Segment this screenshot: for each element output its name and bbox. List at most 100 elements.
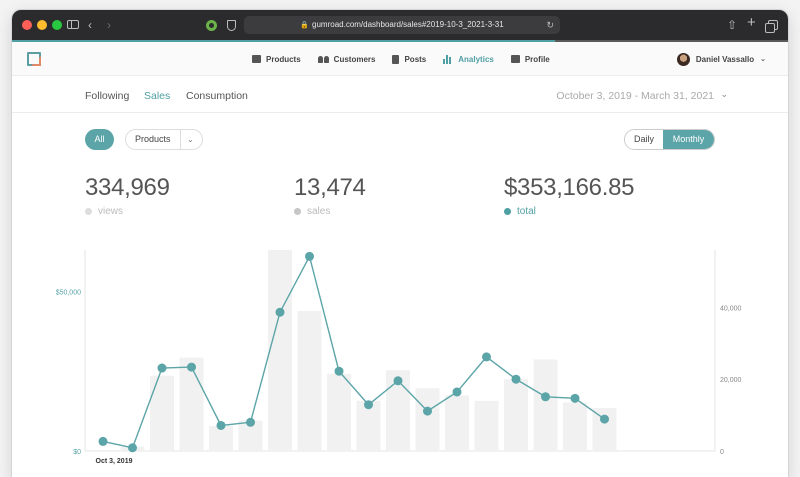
chart-point[interactable] bbox=[570, 393, 580, 403]
sales-chart: $0 $50,000 0 20,000 40,000 Oct 3, 2019 bbox=[56, 250, 742, 465]
all-filter-button[interactable]: All bbox=[85, 129, 114, 150]
stat-total: $353,166.85 total bbox=[504, 174, 634, 217]
chart-bar[interactable] bbox=[179, 357, 204, 451]
x-axis-tick-label: Oct 3, 2019 bbox=[96, 458, 133, 465]
address-url: gumroad.com/dashboard/sales#2019-10-3_20… bbox=[312, 20, 504, 29]
stat-views: 334,969 views bbox=[85, 174, 170, 217]
total-label: total bbox=[517, 206, 536, 217]
total-value: $353,166.85 bbox=[504, 174, 635, 201]
chart-bar[interactable] bbox=[563, 402, 587, 451]
nav-posts-label: Posts bbox=[404, 54, 427, 64]
chart-bar[interactable] bbox=[415, 388, 440, 451]
users-icon bbox=[317, 55, 329, 63]
right-axis-tick-label: 40,000 bbox=[720, 305, 742, 312]
chart-bar[interactable] bbox=[91, 449, 115, 451]
title-bar: ‹ › 🔒 gumroad.com/dashboard/sales#2019-10… bbox=[12, 10, 788, 40]
sales-label: sales bbox=[307, 206, 331, 217]
chart-bar[interactable] bbox=[150, 375, 174, 451]
tab-overview-icon[interactable] bbox=[765, 20, 778, 33]
chart-point[interactable] bbox=[334, 366, 344, 376]
monthly-button[interactable]: Monthly bbox=[663, 130, 714, 149]
chart-point[interactable] bbox=[128, 443, 137, 453]
user-menu[interactable]: Daniel Vassallo ⌄ bbox=[676, 42, 766, 76]
sales-value: 13,474 bbox=[294, 174, 366, 201]
chart-point[interactable] bbox=[98, 436, 108, 446]
sidebar-toggle-icon[interactable] bbox=[67, 20, 79, 29]
reload-icon[interactable]: ↻ bbox=[546, 20, 554, 30]
chart-point[interactable] bbox=[157, 363, 167, 373]
nav-analytics-label: Analytics bbox=[458, 54, 494, 64]
address-bar[interactable]: 🔒 gumroad.com/dashboard/sales#2019-10-3_2… bbox=[244, 16, 560, 34]
user-name: Daniel Vassallo bbox=[695, 54, 755, 64]
chevron-down-icon[interactable]: ⌄ bbox=[720, 89, 728, 99]
left-axis-tick-label: $0 bbox=[73, 449, 81, 456]
products-dropdown-label: Products bbox=[135, 134, 171, 144]
left-axis-tick-label: $50,000 bbox=[56, 289, 81, 296]
main-nav: Products Customers Posts Analytics Profi… bbox=[252, 42, 550, 76]
tab-sales[interactable]: Sales bbox=[144, 90, 171, 102]
chart-bar[interactable] bbox=[297, 311, 322, 451]
gumroad-logo-icon[interactable] bbox=[27, 52, 41, 66]
chart-bar[interactable] bbox=[474, 400, 499, 451]
chart-series-line bbox=[102, 254, 605, 449]
tab-following[interactable]: Following bbox=[85, 90, 130, 102]
privacy-shield-icon[interactable] bbox=[227, 20, 236, 31]
chart-point[interactable] bbox=[600, 414, 609, 424]
products-dropdown[interactable]: Products ⌄ bbox=[125, 129, 203, 150]
nav-customers-label: Customers bbox=[333, 54, 376, 64]
chart-bar[interactable] bbox=[327, 373, 351, 451]
chart-point[interactable] bbox=[452, 387, 462, 397]
nav-products-label: Products bbox=[266, 54, 301, 64]
browser-window: ‹ › 🔒 gumroad.com/dashboard/sales#2019-10… bbox=[12, 10, 788, 477]
chart-point[interactable] bbox=[246, 417, 255, 427]
zoom-window-button[interactable] bbox=[52, 20, 62, 30]
right-axis-tick-label: 20,000 bbox=[720, 377, 742, 384]
avatar bbox=[676, 52, 690, 66]
chart-point[interactable] bbox=[511, 374, 521, 384]
minimize-window-button[interactable] bbox=[37, 20, 47, 30]
chart-bar[interactable] bbox=[533, 359, 558, 451]
analytics-subnav: Following Sales Consumption October 3, 2… bbox=[12, 77, 788, 113]
chevron-down-icon: ⌄ bbox=[187, 135, 194, 144]
chart-bar[interactable] bbox=[209, 425, 233, 451]
chart-bar[interactable] bbox=[445, 395, 469, 451]
chart-point[interactable] bbox=[393, 376, 403, 386]
share-icon[interactable]: ⇧ bbox=[727, 18, 738, 32]
total-legend-dot bbox=[504, 208, 511, 215]
nav-posts[interactable]: Posts bbox=[392, 54, 427, 64]
back-arrow-icon[interactable]: ‹ bbox=[88, 18, 92, 32]
chart-point[interactable] bbox=[305, 251, 314, 261]
nav-profile-label: Profile bbox=[524, 54, 550, 64]
chart-point[interactable] bbox=[541, 392, 550, 402]
views-legend-dot bbox=[85, 208, 92, 215]
nav-analytics[interactable]: Analytics bbox=[443, 54, 494, 64]
bar-chart-icon bbox=[443, 54, 453, 64]
new-tab-icon[interactable]: + bbox=[747, 14, 756, 31]
chart-point[interactable] bbox=[216, 420, 226, 430]
chart-point[interactable] bbox=[364, 400, 373, 410]
views-value: 334,969 bbox=[85, 174, 170, 201]
page-load-progress bbox=[12, 40, 788, 42]
sales-legend-dot bbox=[294, 208, 301, 215]
close-window-button[interactable] bbox=[22, 20, 32, 30]
chart-point[interactable] bbox=[187, 362, 196, 372]
chart-bar[interactable] bbox=[268, 250, 292, 451]
chart-point[interactable] bbox=[275, 307, 285, 317]
nav-products[interactable]: Products bbox=[252, 55, 301, 64]
tab-consumption[interactable]: Consumption bbox=[186, 90, 248, 102]
forward-arrow-icon[interactable]: › bbox=[107, 18, 111, 32]
password-extension-icon[interactable] bbox=[206, 20, 217, 31]
chart-point[interactable] bbox=[423, 406, 432, 416]
daily-button[interactable]: Daily bbox=[625, 130, 663, 149]
nav-profile[interactable]: Profile bbox=[510, 54, 550, 64]
nav-customers[interactable]: Customers bbox=[317, 54, 376, 64]
chart-bar[interactable] bbox=[592, 407, 617, 451]
stat-sales: 13,474 sales bbox=[294, 174, 366, 217]
box-icon bbox=[252, 55, 261, 63]
lock-icon: 🔒 bbox=[300, 22, 310, 29]
date-range-picker[interactable]: October 3, 2019 - March 31, 2021 bbox=[556, 90, 714, 102]
app-header: Products Customers Posts Analytics Profi… bbox=[12, 42, 788, 76]
chart-point[interactable] bbox=[482, 352, 491, 362]
chevron-down-icon: ⌄ bbox=[760, 56, 766, 63]
chart-bar[interactable] bbox=[504, 379, 528, 451]
